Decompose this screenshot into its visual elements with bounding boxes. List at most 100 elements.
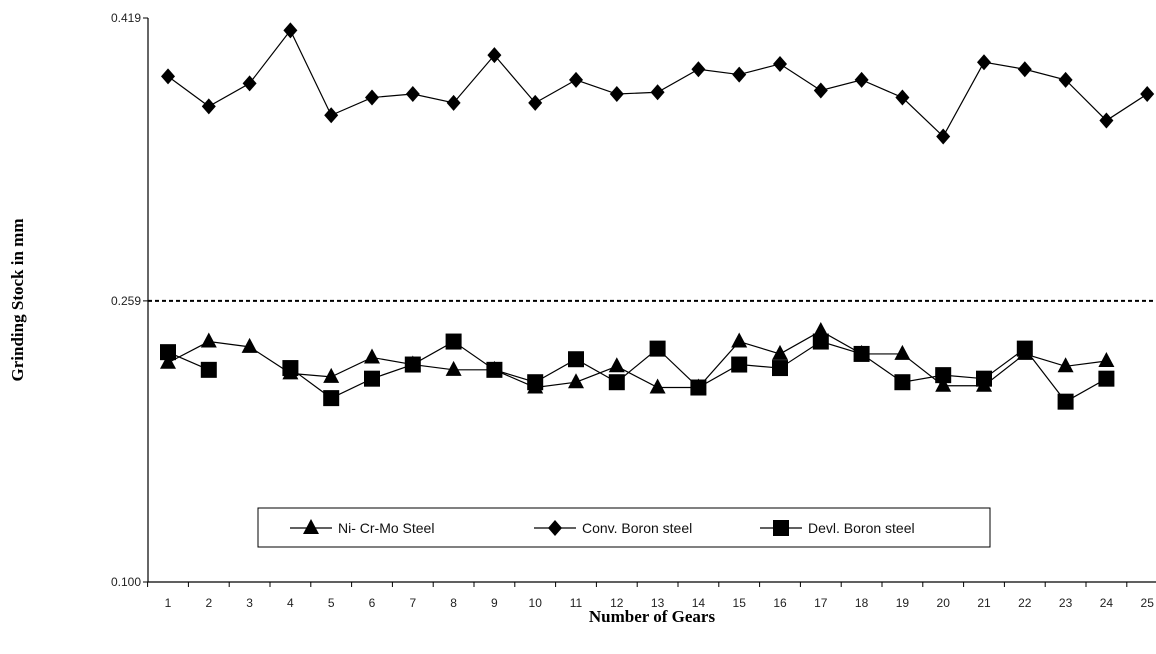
data-point-square [527, 374, 544, 391]
data-point-square [853, 345, 870, 362]
data-point-triangle [812, 321, 829, 337]
data-point-diamond [1140, 86, 1155, 103]
data-point-triangle [445, 360, 462, 376]
data-point-square [812, 333, 829, 350]
series-line [167, 330, 1107, 389]
data-point-triangle [772, 344, 788, 360]
x-tick-label: 10 [529, 596, 543, 610]
data-point-triangle [364, 348, 380, 364]
data-point-diamond [324, 107, 339, 124]
data-point-square [649, 340, 666, 357]
series-diamond [161, 22, 1155, 145]
data-point-diamond [201, 98, 216, 115]
data-point-triangle [935, 376, 952, 392]
data-point-square [976, 370, 992, 387]
x-tick-label: 20 [937, 596, 951, 610]
x-tick-label: 7 [409, 596, 416, 610]
data-point-diamond [732, 66, 747, 83]
data-point-square [160, 344, 176, 361]
data-point-square [323, 390, 340, 407]
series-square [160, 333, 1115, 410]
data-point-square [772, 360, 788, 377]
data-point-diamond [691, 61, 706, 78]
x-tick-label: 4 [287, 596, 294, 610]
x-tick-label: 9 [491, 596, 498, 610]
x-tick-label: 25 [1141, 596, 1155, 610]
x-tick-label: 8 [450, 596, 457, 610]
x-tick-label: 23 [1059, 596, 1073, 610]
data-point-diamond [813, 82, 828, 99]
data-point-diamond [446, 94, 461, 111]
legend-label: Conv. Boron steel [582, 520, 692, 536]
x-tick-label: 19 [896, 596, 910, 610]
data-point-triangle [568, 373, 584, 389]
data-point-diamond [242, 75, 257, 92]
legend-marker-diamond [548, 520, 562, 536]
data-point-diamond [487, 47, 502, 64]
y-axis-title: Grinding Stock in mm [8, 219, 27, 382]
series-line [167, 29, 1148, 138]
data-point-diamond [405, 86, 420, 103]
legend-label: Devl. Boron steel [808, 520, 915, 536]
data-point-square [445, 333, 462, 350]
data-point-diamond [283, 22, 298, 39]
data-point-diamond [161, 68, 175, 85]
legend-marker-triangle [303, 519, 319, 534]
data-point-diamond [569, 71, 583, 88]
data-point-square [1098, 370, 1115, 387]
x-tick-label: 17 [814, 596, 828, 610]
data-point-diamond [1099, 112, 1114, 129]
legend-label: Ni- Cr-Mo Steel [338, 520, 434, 536]
data-point-square [486, 361, 503, 378]
data-point-triangle [1098, 351, 1115, 367]
x-tick-label: 5 [328, 596, 335, 610]
data-point-triangle [894, 344, 911, 360]
y-tick-labels: 0.419 0.259 0.100 [111, 11, 148, 589]
data-point-diamond [936, 128, 951, 145]
data-point-square [364, 370, 380, 387]
x-tick-label: 21 [977, 596, 991, 610]
x-tick-label: 2 [205, 596, 212, 610]
data-point-triangle [1057, 357, 1074, 373]
data-point-triangle [731, 332, 748, 348]
data-point-square [282, 360, 299, 377]
legend-marker-square [773, 520, 789, 536]
x-tick-label: 22 [1018, 596, 1032, 610]
data-point-square [1016, 340, 1033, 357]
data-point-diamond [854, 71, 869, 88]
data-point-triangle [323, 367, 340, 383]
data-point-square [690, 379, 707, 396]
data-point-square [731, 356, 748, 373]
legend: Ni- Cr-Mo Steel Conv. Boron steel Devl. Bo… [257, 507, 991, 548]
x-tick-label: 1 [165, 596, 172, 610]
data-point-square [200, 361, 217, 378]
x-tick-label: 18 [855, 596, 869, 610]
data-point-diamond [1058, 71, 1073, 88]
data-point-diamond [977, 54, 991, 71]
legend-box [257, 507, 991, 548]
x-tick-label: 13 [651, 596, 665, 610]
data-point-square [1057, 393, 1074, 410]
data-point-square [404, 356, 421, 373]
data-point-triangle [200, 332, 217, 348]
data-point-triangle [649, 378, 666, 394]
series-triangle [160, 321, 1115, 394]
x-tick-label: 15 [733, 596, 747, 610]
data-point-triangle [608, 357, 625, 373]
data-point-triangle [160, 353, 176, 369]
data-point-diamond [773, 55, 787, 72]
data-point-triangle [241, 337, 258, 353]
x-tick-label: 11 [570, 596, 583, 610]
y-tick-label: 0.419 [111, 11, 141, 25]
data-point-square [894, 374, 911, 391]
x-tick-label: 16 [773, 596, 787, 610]
series-group [160, 22, 1155, 410]
x-tick-label: 14 [692, 596, 706, 610]
data-point-diamond [895, 89, 910, 106]
data-point-square [608, 374, 625, 391]
x-tick-label: 6 [369, 596, 376, 610]
x-tick-label: 3 [246, 596, 253, 610]
y-tick-label: 0.259 [111, 294, 141, 308]
data-point-diamond [609, 86, 624, 103]
